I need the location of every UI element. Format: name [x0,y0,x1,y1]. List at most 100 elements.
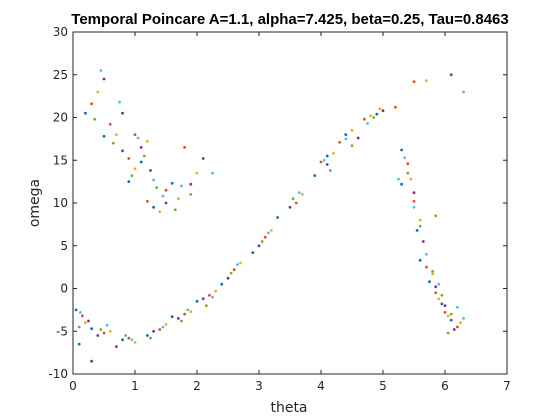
scatter-point [412,199,416,203]
scatter-point [105,323,109,327]
scatter-point [96,90,100,94]
scatter-point [394,105,397,109]
scatter-point [102,77,106,81]
scatter-point [124,334,128,337]
scatter-point [77,342,81,346]
scatter-point [440,302,444,306]
scatter-point [462,90,465,94]
scatter-point [235,263,239,266]
scatter-point [127,180,131,184]
scatter-point [99,328,103,331]
scatter-point [121,338,124,342]
scatter-point [239,261,242,265]
scatter-point [266,231,270,235]
scatter-point [449,312,453,316]
scatter-point [161,194,165,198]
scatter-point [350,128,354,132]
chart-title: Temporal Poincare A=1.1, alpha=7.425, be… [71,11,508,28]
x-tick-label: 1 [131,379,139,393]
scatter-point [152,205,156,209]
scatter-point [133,167,137,171]
scatter-point [288,205,292,209]
y-tick-label: 0 [60,282,68,296]
scatter-point [276,216,279,219]
scatter-point [418,258,422,262]
scatter-point [127,336,131,340]
scatter-point [456,305,459,309]
scatter-point [437,282,441,286]
scatter-point [102,134,106,138]
scatter-point [201,297,205,301]
scatter-point [173,208,177,212]
scatter-point [332,152,335,155]
scatter-point [462,317,465,320]
scatter-point [220,282,224,286]
scatter-point [322,158,326,162]
plot-area: 0 1 2 3 4 5 6 7 -10 -5 0 5 10 15 20 25 30 [48,25,510,393]
scatter-point [440,293,444,297]
scatter-point [344,137,348,141]
scatter-point [133,341,137,344]
scatter-point [431,272,434,276]
scatter-point [356,136,360,140]
scatter-point [180,184,183,188]
scatter-point [80,314,84,318]
scatter-point [118,100,121,104]
scatter-point [164,323,168,326]
scatter-point [297,191,301,195]
scatter-point [90,102,93,106]
scatter-point [366,122,369,125]
scatter-point [446,331,450,335]
scatter-point [142,154,146,158]
scatter-point [115,133,118,137]
scatter-point [108,329,112,333]
scatter-points [74,69,465,363]
scatter-point [90,359,93,363]
scatter-point [446,314,450,318]
scatter-point [189,310,193,313]
scatter-point [84,321,87,325]
scatter-point [434,291,438,295]
x-tick-label: 5 [379,379,387,393]
scatter-point [170,181,174,185]
axes: 0 1 2 3 4 5 6 7 -10 -5 0 5 10 15 20 25 30 [48,25,510,393]
scatter-point [428,280,431,284]
scatter-point [418,224,422,228]
y-tick-label: 30 [53,25,68,39]
scatter-point [425,265,428,269]
scatter-point [449,73,453,77]
x-tick-label: 3 [255,379,263,393]
scatter-point [111,141,115,145]
scatter-point [158,328,162,331]
scatter-point [313,174,317,178]
scatter-point [158,210,162,214]
scatter-point [146,199,149,203]
scatter-point [146,140,149,143]
scatter-point [183,312,187,316]
scatter-point [201,157,205,160]
scatter-point [102,331,106,335]
scatter-point [263,235,267,239]
scatter-point [130,174,134,178]
scatter-point [294,201,298,205]
scatter-point [378,107,382,111]
scatter-point [381,109,385,113]
scatter-point [164,201,168,205]
y-tick-label: -10 [48,367,68,381]
scatter-point [434,285,438,289]
scatter-point [93,117,97,121]
scatter-point [170,315,174,319]
scatter-point [149,336,152,340]
scatter-point [208,293,211,297]
scatter-point [121,149,124,153]
scatter-point [403,156,407,160]
axes-box [72,31,508,375]
x-tick-label: 0 [69,379,77,393]
x-tick-label: 4 [317,379,325,393]
scatter-point [449,318,453,322]
y-tick-label: -5 [56,324,68,338]
scatter-point [437,297,441,301]
scatter-point [127,157,131,160]
scatter-point [443,304,447,307]
scatter-point [325,163,329,166]
